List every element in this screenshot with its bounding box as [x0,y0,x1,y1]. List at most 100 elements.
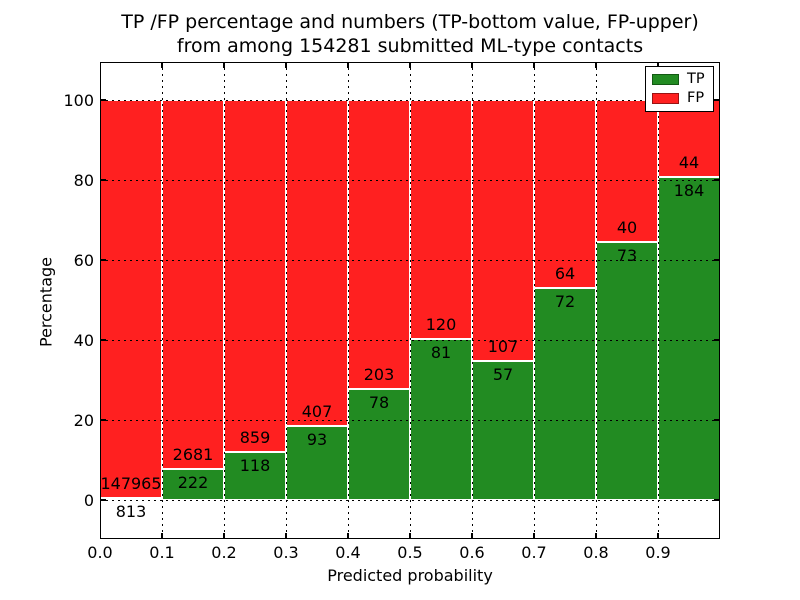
legend-label-fp: FP [687,89,705,106]
gridline-horizontal [100,180,720,181]
x-tick-mark-top [533,62,535,68]
bar-segment-tp [162,469,224,500]
y-tick-mark-left [100,419,106,421]
gridline-horizontal [100,340,720,341]
x-axis-label: Predicted probability [327,566,493,585]
fp-count-label: 147965 [100,473,162,493]
y-tick-mark-left [100,179,106,181]
fp-count-label: 2681 [172,445,214,465]
x-tick-mark-top [223,62,225,68]
x-tick-mark-top [347,62,349,68]
tp-count-label: 813 [115,501,147,521]
bar-segment-fp [224,100,286,452]
x-tick-mark-bottom [223,533,225,539]
x-tick-label: 0.0 [87,543,113,562]
fp-count-label: 120 [425,314,457,334]
fp-count-label: 44 [678,153,700,173]
fp-count-label: 40 [616,217,638,237]
y-tick-mark-right [714,179,720,181]
y-tick-label: 40 [73,330,94,350]
y-tick-label: 80 [73,170,94,190]
bar-segment-tp [658,177,720,500]
x-tick-mark-bottom [595,533,597,539]
tp-count-label: 78 [368,392,390,412]
gridline-horizontal [100,420,720,421]
y-tick-mark-right [714,99,720,101]
x-tick-label: 0.2 [211,543,237,562]
tp-count-label: 57 [492,364,514,384]
y-tick-label: 100 [63,90,94,110]
x-tick-label: 0.7 [521,543,547,562]
legend-entry-fp: FP [652,89,707,106]
tp-count-label: 72 [554,292,576,312]
y-tick-mark-right [714,419,720,421]
bar-segment-tp [224,451,286,500]
gridline-vertical [409,62,411,539]
gridline-horizontal [100,260,720,261]
gridline-vertical [223,62,225,539]
bar-segment-tp [348,388,410,500]
plot-area: 147965 813 2681 222 859 118 407 93 203 78 120 81 107… [100,62,720,539]
x-tick-label: 0.3 [273,543,299,562]
y-tick-mark-right [714,339,720,341]
tp-count-label: 118 [239,455,271,475]
x-tick-label: 0.1 [149,543,175,562]
gridline-vertical [595,62,597,539]
legend-entry-tp: TP [652,72,707,87]
bar-segment-tp [472,360,534,500]
x-tick-mark-top [409,62,411,68]
x-tick-mark-top [285,62,287,68]
tp-count-label: 73 [616,245,638,265]
x-tick-mark-bottom [533,533,535,539]
tp-count-label: 222 [177,473,209,493]
x-tick-mark-bottom [285,533,287,539]
fp-count-label: 407 [301,401,333,421]
chart-title: TP /FP percentage and numbers (TP-bottom… [121,10,699,58]
gridline-vertical [533,62,535,539]
x-tick-mark-top [595,62,597,68]
fp-count-label: 203 [363,364,395,384]
chart-title-line2: from among 154281 submitted ML-type cont… [176,35,644,57]
x-tick-mark-bottom [347,533,349,539]
legend-swatch-fp [652,92,679,104]
x-tick-label: 0.5 [397,543,423,562]
bar-segment-fp [596,100,658,242]
y-tick-label: 0 [83,490,94,510]
gridline-vertical [471,62,473,539]
tp-count-label: 93 [306,429,328,449]
gridline-vertical [285,62,287,539]
y-tick-mark-left [100,259,106,261]
fp-count-label: 64 [554,264,576,284]
bar-segment-fp [410,100,472,339]
chart-title-line1: TP /FP percentage and numbers (TP-bottom… [121,11,699,33]
x-tick-mark-top [161,62,163,68]
bar-segment-tp [410,338,472,500]
fp-count-label: 859 [239,427,271,447]
tp-count-label: 81 [430,342,452,362]
gridline-vertical [161,62,163,539]
y-axis-label: Percentage [36,256,56,348]
bar-segment-fp [472,100,534,361]
y-tick-label: 60 [73,250,94,270]
gridline-vertical [347,62,349,539]
bar-segment-fp [162,100,224,470]
bar-segment-fp [286,100,348,426]
x-tick-label: 0.8 [583,543,609,562]
bar-segment-tp [286,425,348,500]
y-tick-mark-right [714,499,720,501]
x-tick-mark-top [471,62,473,68]
x-tick-mark-top [657,62,659,68]
legend-label-tp: TP [687,71,705,88]
y-tick-mark-left [100,499,106,501]
bar-segment-fp [100,100,162,498]
y-tick-mark-left [100,339,106,341]
bar-segment-fp [348,100,410,389]
fp-count-label: 107 [487,336,519,356]
x-tick-label: 0.4 [335,543,361,562]
bar-segment-tp [534,288,596,500]
x-tick-mark-bottom [471,533,473,539]
tp-count-label: 184 [673,181,705,201]
legend: TP FP [645,66,714,112]
gridline-horizontal [100,500,720,501]
